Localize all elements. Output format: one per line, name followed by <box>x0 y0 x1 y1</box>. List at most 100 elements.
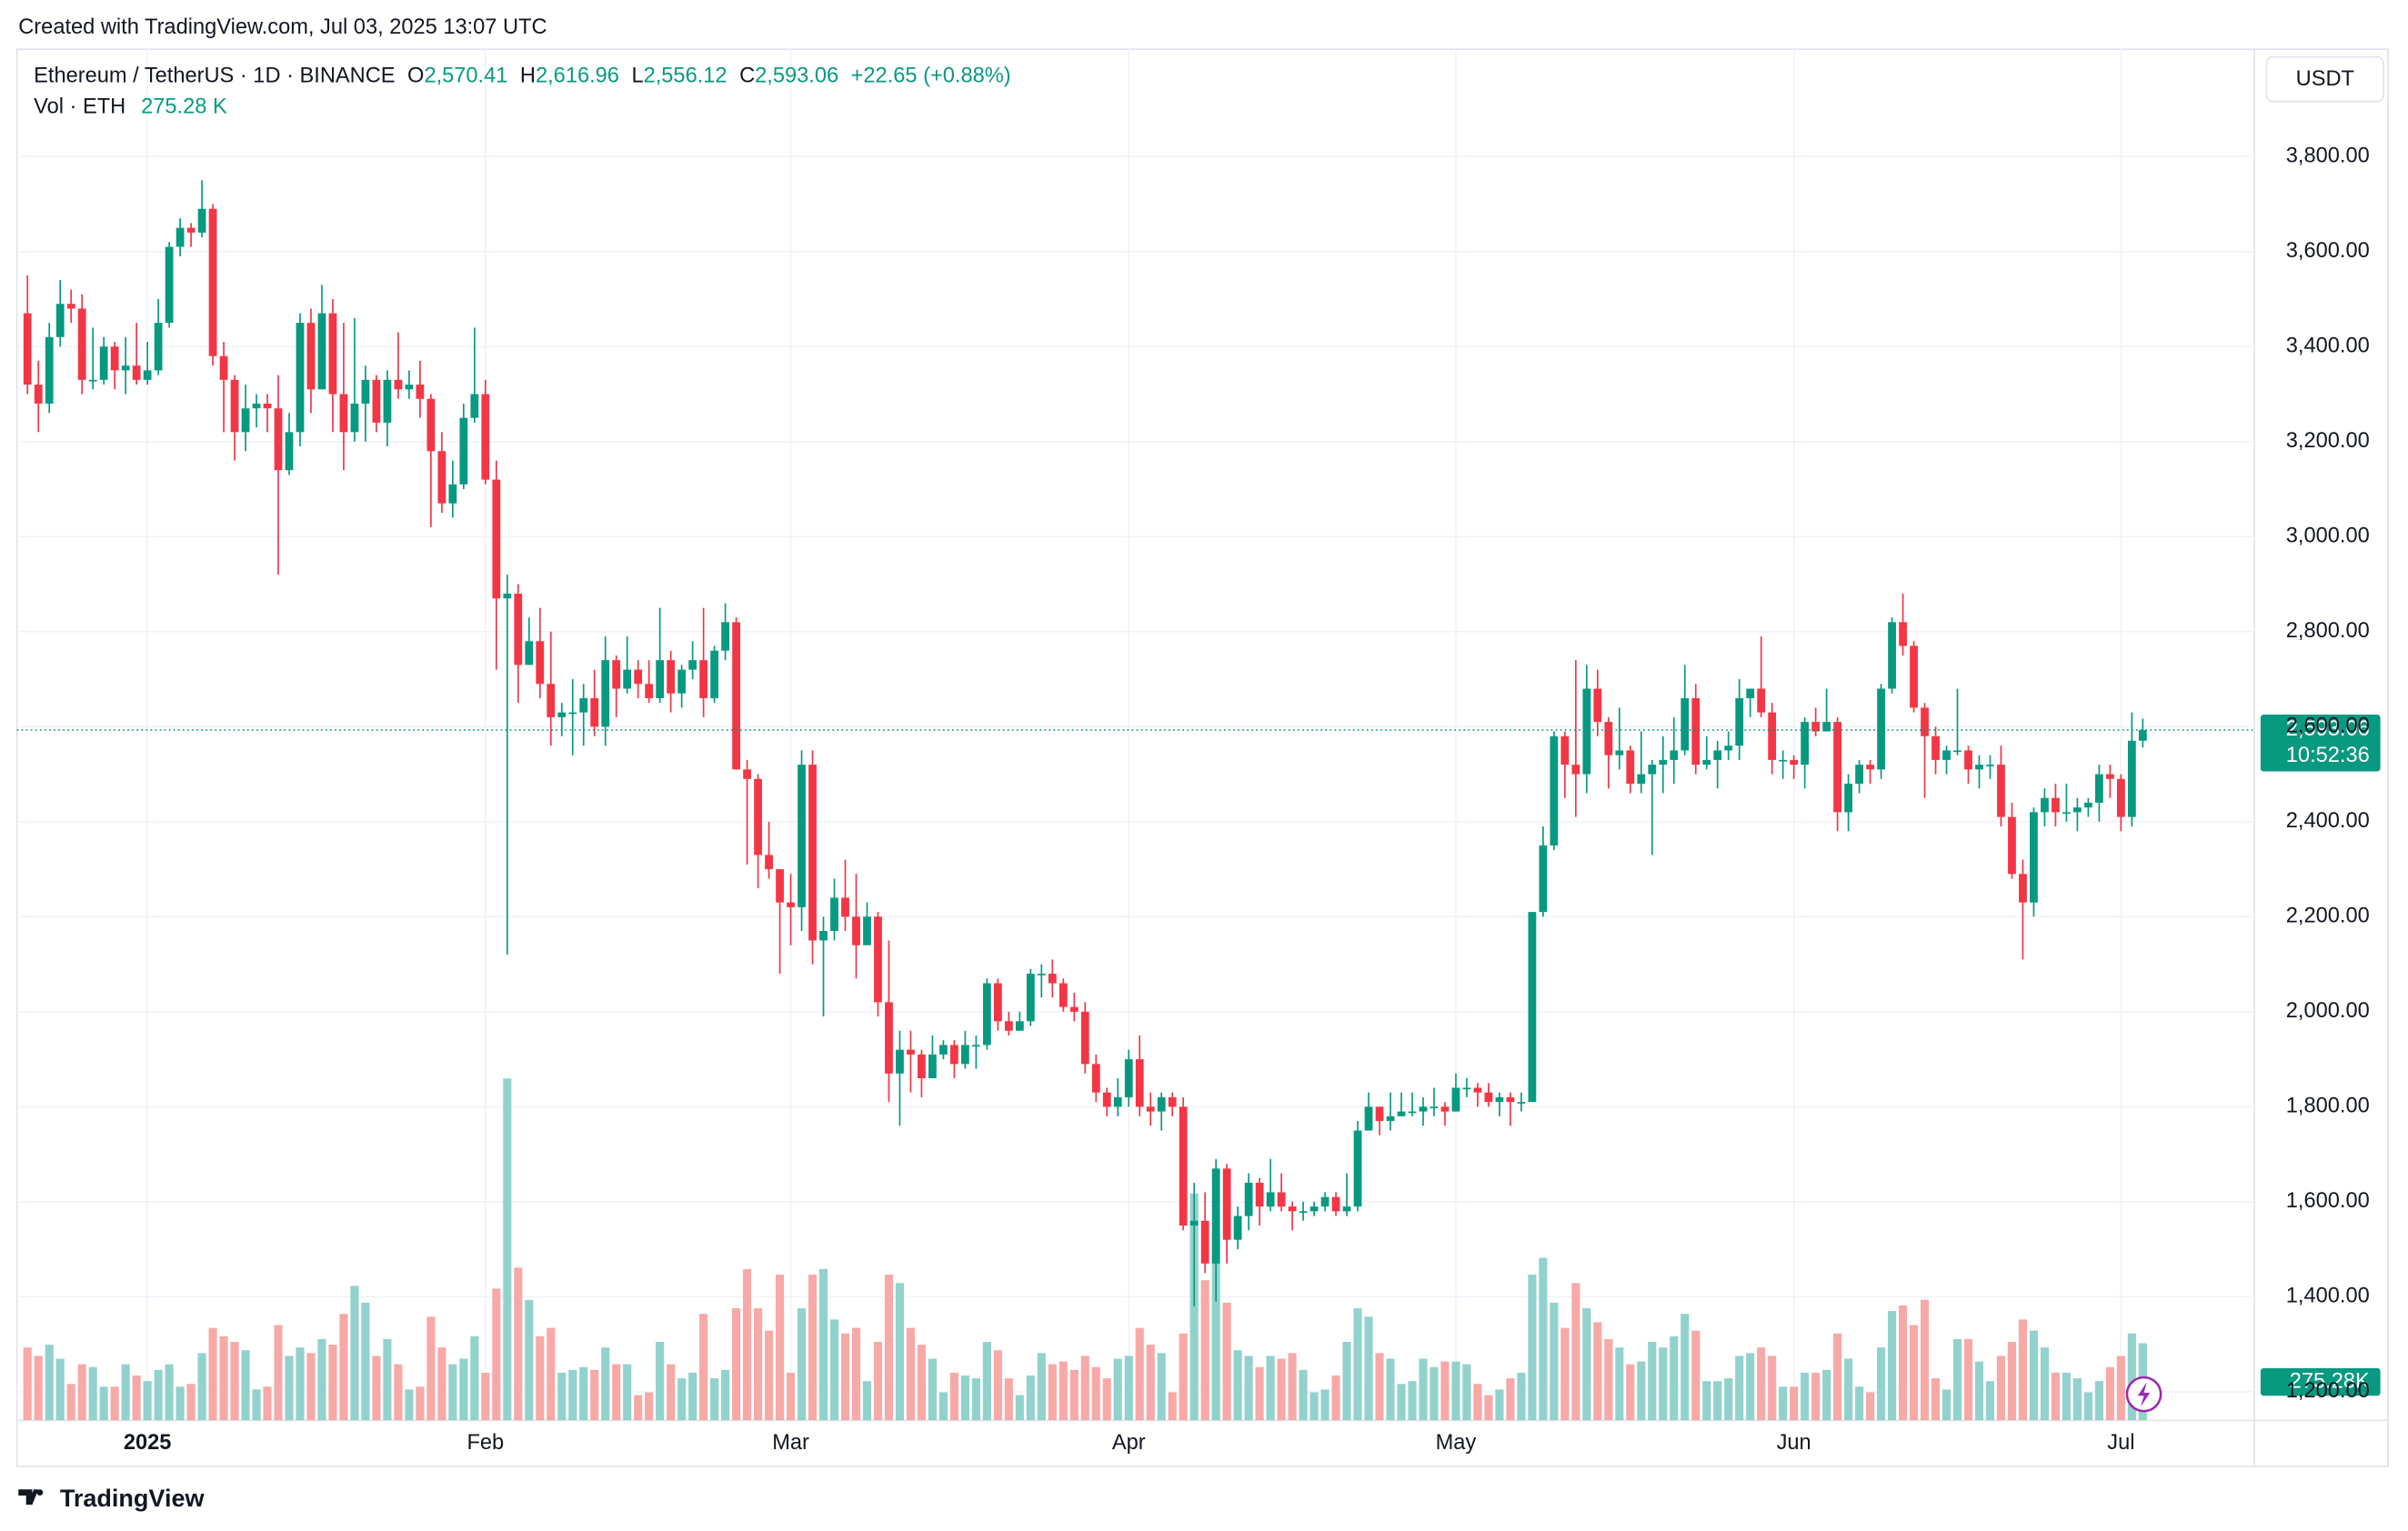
volume-bar <box>1495 1389 1504 1421</box>
y-tick-label: 2,600.00 <box>2286 715 2370 738</box>
volume-bar <box>197 1353 206 1421</box>
candle-body <box>459 417 468 485</box>
volume-bar <box>656 1341 665 1421</box>
candle-body <box>405 385 414 390</box>
volume-bar <box>786 1372 796 1421</box>
volume-bar <box>917 1345 926 1421</box>
y-tick-label: 3,800.00 <box>2286 144 2370 167</box>
candle-body <box>1855 765 1863 785</box>
volume-bar <box>1920 1299 1930 1421</box>
candle-body <box>99 346 108 380</box>
candle-body <box>1255 1182 1264 1207</box>
volume-bar <box>623 1364 632 1421</box>
candle-body <box>1069 1006 1079 1012</box>
candle-body <box>219 355 228 380</box>
currency-label[interactable]: USDT <box>2296 67 2354 91</box>
volume-bar <box>884 1275 894 1421</box>
candle-body <box>2030 812 2038 903</box>
candle-body <box>1015 1021 1024 1031</box>
candle-body <box>1659 759 1668 766</box>
candle-body <box>1942 750 1951 760</box>
volume-bar <box>1779 1386 1788 1421</box>
candle-body <box>634 669 643 685</box>
candle-body <box>66 304 75 309</box>
candle-body <box>1157 1096 1166 1112</box>
candle-body <box>503 593 512 599</box>
candle-body <box>656 660 665 698</box>
candle-body <box>1528 912 1537 1103</box>
candle-body <box>383 379 392 423</box>
candle-body <box>34 385 43 404</box>
x-tick-label: Mar <box>772 1431 809 1455</box>
candle-body <box>1211 1168 1220 1264</box>
logo-mark <box>18 1489 39 1506</box>
volume-bar <box>328 1345 337 1421</box>
currency-button[interactable] <box>2265 55 2384 103</box>
volume-bar <box>350 1286 359 1421</box>
volume-bar <box>2094 1381 2103 1421</box>
alert-bolt <box>2137 1382 2151 1407</box>
candle-body <box>1179 1106 1188 1226</box>
candle-body <box>667 660 676 694</box>
candle-body <box>45 336 54 404</box>
volume-bar <box>1811 1372 1821 1421</box>
y-tick-label: 1,200.00 <box>2286 1379 2370 1403</box>
volume-bar <box>1888 1311 1897 1421</box>
volume-bar <box>1473 1384 1482 1421</box>
volume-bar <box>1593 1322 1602 1421</box>
candle-body <box>1910 645 1918 708</box>
volume-bar <box>818 1268 828 1421</box>
volume-bar <box>1484 1395 1493 1421</box>
candle-body <box>1921 707 1929 736</box>
candle-body <box>1615 750 1624 755</box>
candle-body <box>1506 1096 1515 1103</box>
candle-body <box>1681 697 1690 751</box>
candle-body <box>1059 983 1068 1007</box>
candle-body <box>1997 765 2005 817</box>
candle-body <box>1691 697 1701 766</box>
candle-body <box>416 385 425 399</box>
candle-body <box>154 323 163 371</box>
candle-body <box>1473 1087 1482 1093</box>
volume-bar <box>361 1302 370 1421</box>
candle-body <box>2019 874 2027 903</box>
countdown: 10:52:36 <box>2286 744 2370 767</box>
volume-bar <box>840 1333 850 1421</box>
volume-bar <box>710 1378 719 1421</box>
volume-bar <box>1211 1232 1220 1421</box>
candle-body <box>165 246 174 324</box>
candle-body <box>394 379 403 390</box>
candle-body <box>928 1054 937 1079</box>
candle-body <box>514 593 523 665</box>
volume-bar <box>2007 1341 2017 1421</box>
candle-body <box>2138 729 2147 741</box>
candle-body <box>1670 750 1679 760</box>
candle-body <box>1801 722 1810 766</box>
candle-body <box>1266 1192 1275 1207</box>
legend-value: 2,616.96 <box>536 65 619 88</box>
legend-key: C <box>739 65 755 88</box>
volume-bar <box>2072 1378 2082 1421</box>
volume-bar <box>154 1369 163 1421</box>
candle-body <box>1757 688 1766 713</box>
candle-body <box>252 403 261 409</box>
volume-bar <box>1790 1386 1799 1421</box>
volume-bar <box>960 1375 969 1421</box>
candle-body <box>1080 1011 1089 1065</box>
price-badge <box>2260 715 2381 772</box>
volume-bar <box>601 1347 610 1421</box>
candle-body <box>2062 812 2071 815</box>
volume-bar <box>241 1350 250 1421</box>
candle-body <box>1593 688 1602 723</box>
candle-body <box>1931 735 1940 760</box>
candle-body <box>481 394 490 480</box>
volume-bar <box>1135 1327 1144 1421</box>
volume-bar <box>1659 1347 1668 1421</box>
candle-body <box>2073 807 2082 813</box>
y-tick-label: 1,400.00 <box>2286 1285 2370 1308</box>
volume-bar <box>437 1347 446 1421</box>
volume-bar <box>1266 1356 1275 1421</box>
candle-body <box>1135 1059 1144 1107</box>
